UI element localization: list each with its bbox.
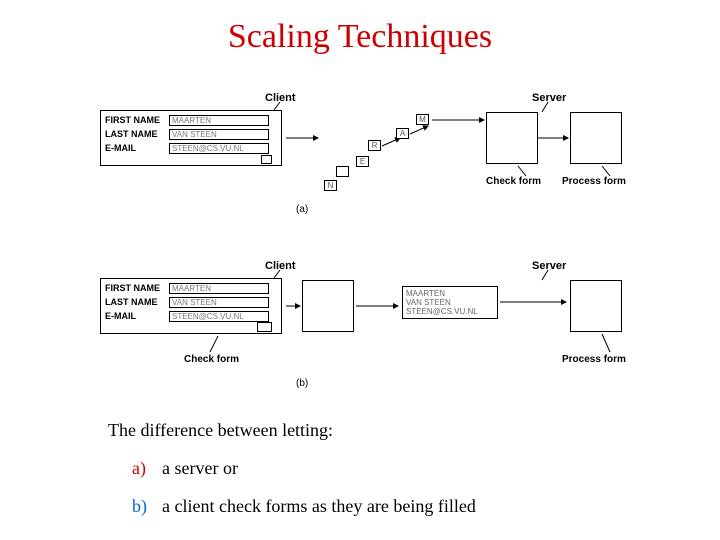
- sub-b: (b): [296, 378, 308, 389]
- process-form-box-b: [570, 280, 622, 332]
- packet-m: M: [416, 114, 429, 125]
- label-process-form-b: Process form: [562, 354, 626, 365]
- packet-n: N: [324, 180, 337, 191]
- label-last-name-b: LAST NAME: [105, 297, 158, 307]
- item-a-marker: a): [132, 458, 146, 479]
- field-first-name: MAARTEN: [169, 115, 269, 126]
- packet-t: [336, 166, 349, 177]
- label-email: E-MAIL: [105, 143, 136, 153]
- label-process-form-a: Process form: [562, 176, 626, 187]
- packet-a: A: [396, 128, 409, 139]
- label-last-name: LAST NAME: [105, 129, 158, 139]
- process-form-box-a: [570, 112, 622, 164]
- label-first-name: FIRST NAME: [105, 115, 160, 125]
- payload-box: MAARTEN VAN STEEN STEEN@CS.VU.NL: [402, 286, 498, 319]
- field-first-name-b: MAARTEN: [169, 283, 269, 294]
- payload-line-1: MAARTEN: [406, 289, 494, 298]
- submit-box-a: [261, 155, 272, 164]
- field-last-name: VAN STEEN: [169, 129, 269, 140]
- label-server-a: Server: [532, 92, 566, 104]
- field-email-b: STEEN@CS.VU.NL: [169, 311, 269, 322]
- page-title: Scaling Techniques: [0, 18, 720, 56]
- label-client-a: Client: [265, 92, 296, 104]
- item-b-text: a client check forms as they are being f…: [162, 496, 476, 517]
- item-a-text: a server or: [162, 458, 238, 479]
- diagram-b: Client Server FIRST NAME MAARTEN LAST NA…: [100, 260, 660, 400]
- field-last-name-b: VAN STEEN: [169, 297, 269, 308]
- diagram-a: Client Server FIRST NAME MAARTEN LAST NA…: [100, 92, 660, 222]
- sub-a: (a): [296, 204, 308, 215]
- label-check-form-a: Check form: [486, 176, 541, 187]
- label-server-b: Server: [532, 260, 566, 272]
- check-form-box-a: [486, 112, 538, 164]
- label-check-form-b: Check form: [184, 354, 239, 365]
- form-box-b: FIRST NAME MAARTEN LAST NAME VAN STEEN E…: [100, 278, 282, 334]
- field-email: STEEN@CS.VU.NL: [169, 143, 269, 154]
- caption-text: The difference between letting:: [108, 420, 333, 441]
- packet-r: R: [368, 140, 381, 151]
- check-form-box-b: [302, 280, 354, 332]
- submit-box-b: [257, 322, 272, 332]
- form-box-a: FIRST NAME MAARTEN LAST NAME VAN STEEN E…: [100, 110, 282, 166]
- label-email-b: E-MAIL: [105, 311, 136, 321]
- item-b-marker: b): [132, 496, 147, 517]
- payload-line-2: VAN STEEN: [406, 298, 494, 307]
- packet-e: E: [356, 156, 369, 167]
- label-client-b: Client: [265, 260, 296, 272]
- label-first-name-b: FIRST NAME: [105, 283, 160, 293]
- payload-line-3: STEEN@CS.VU.NL: [406, 307, 494, 316]
